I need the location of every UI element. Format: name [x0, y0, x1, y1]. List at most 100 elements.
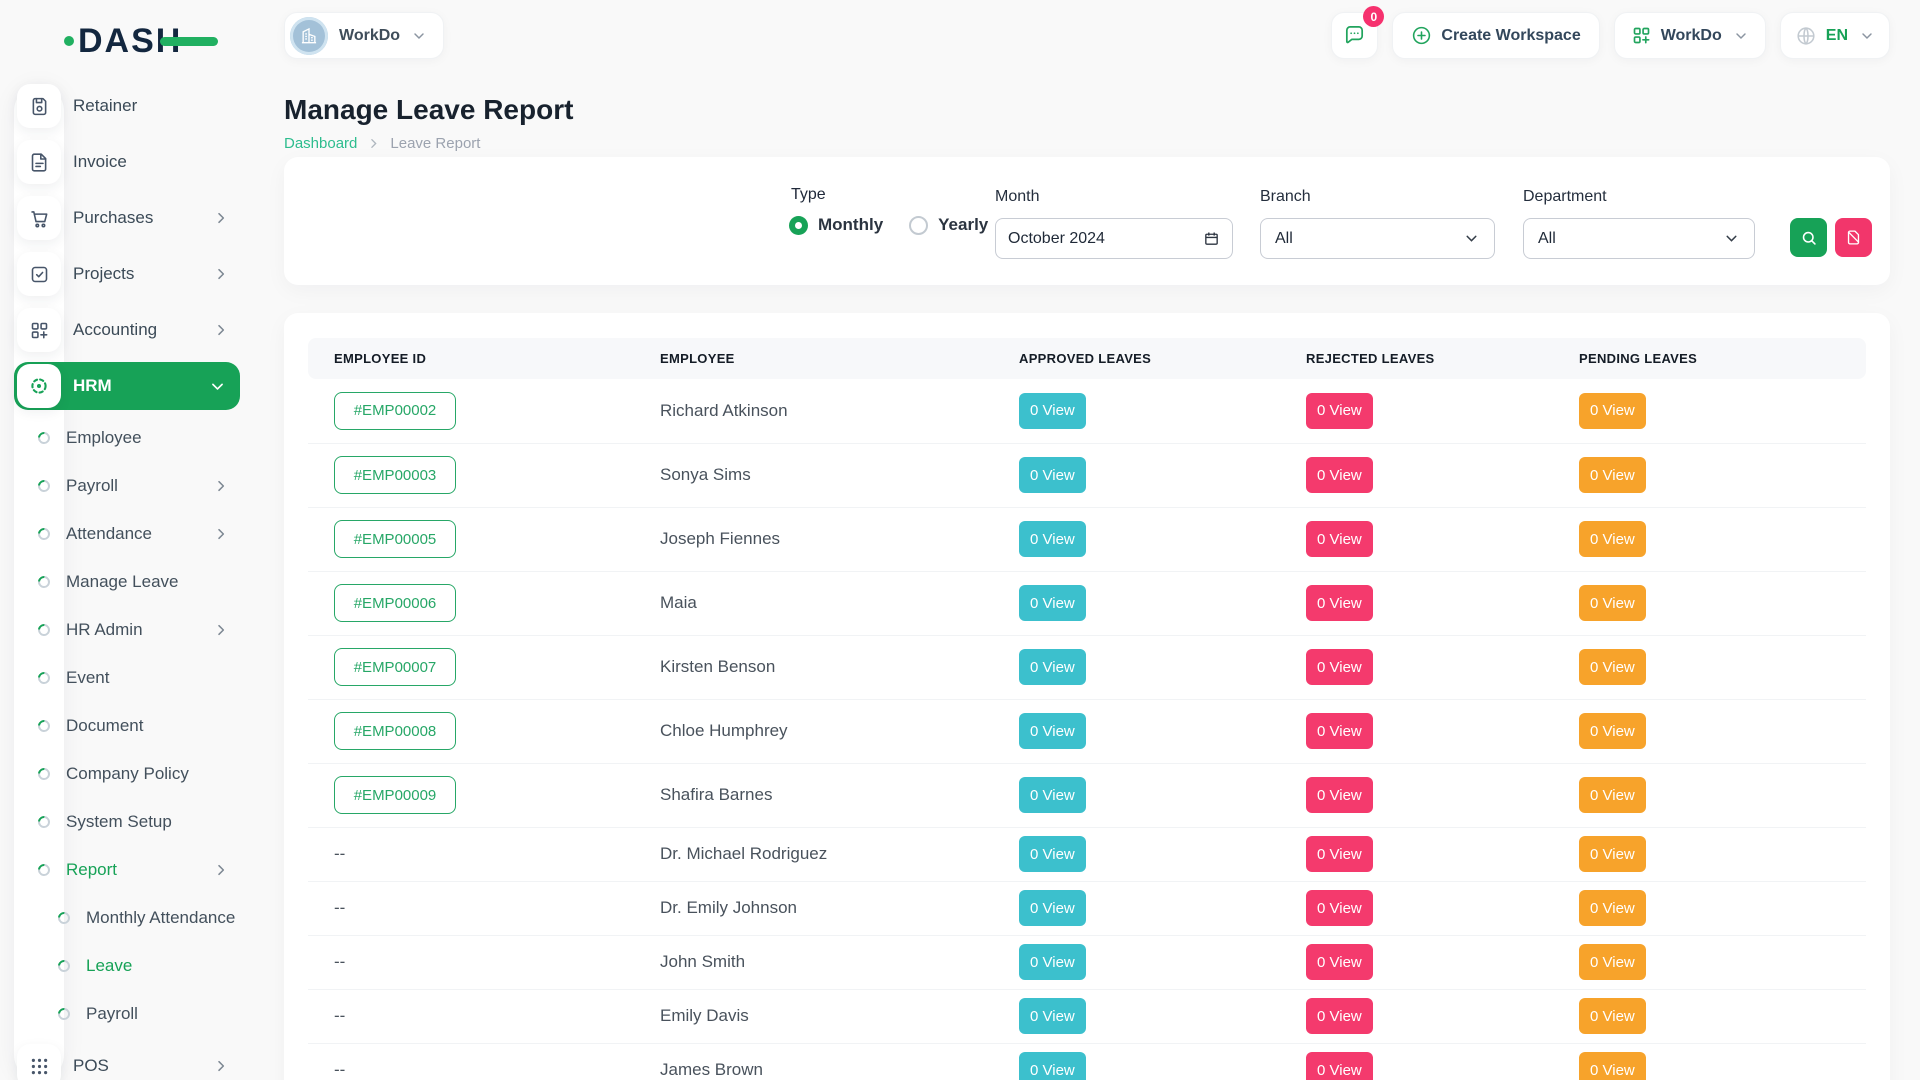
- sidebar-item-accounting[interactable]: Accounting: [0, 302, 255, 358]
- table-row: #EMP00008 Chloe Humphrey 0 View 0 View 0 Vie…: [308, 698, 1866, 763]
- messages-button[interactable]: 0: [1331, 6, 1385, 59]
- sidebar-item-pos[interactable]: POS: [0, 1038, 255, 1080]
- pending-leaves-view-badge[interactable]: 0 View: [1579, 649, 1646, 685]
- bullet-icon: [35, 669, 53, 687]
- rejected-leaves-view-badge[interactable]: 0 View: [1306, 649, 1373, 685]
- pending-leaves-view-badge[interactable]: 0 View: [1579, 521, 1646, 557]
- month-date-input[interactable]: October 2024: [995, 218, 1233, 259]
- rejected-leaves-view-badge[interactable]: 0 View: [1306, 713, 1373, 749]
- sidebar-item-payroll[interactable]: Payroll: [0, 462, 255, 510]
- workspace-selector[interactable]: WorkDo: [284, 12, 445, 59]
- sidebar-item-payroll[interactable]: Payroll: [0, 990, 255, 1038]
- sidebar-item-label: Payroll: [86, 1004, 138, 1023]
- pending-leaves-view-badge[interactable]: 0 View: [1579, 713, 1646, 749]
- workdo-menu-button[interactable]: WorkDo: [1613, 12, 1766, 59]
- sidebar-item-employee[interactable]: Employee: [0, 414, 255, 462]
- sidebar-item-report[interactable]: Report: [0, 846, 255, 894]
- sidebar-item-monthly-attendance[interactable]: Monthly Attendance: [0, 894, 255, 942]
- rejected-leaves-view-badge[interactable]: 0 View: [1306, 521, 1373, 557]
- rejected-leaves-view-badge[interactable]: 0 View: [1306, 836, 1373, 872]
- sidebar-item-retainer[interactable]: Retainer: [0, 78, 255, 134]
- dash-logo[interactable]: DASH: [64, 20, 218, 62]
- create-workspace-label: Create Workspace: [1441, 26, 1581, 44]
- breadcrumb-dashboard-link[interactable]: Dashboard: [284, 135, 358, 152]
- employee-name: Kirsten Benson: [660, 657, 776, 676]
- sidebar-item-leave[interactable]: Leave: [0, 942, 255, 990]
- table-row: -- John Smith 0 View 0 View 0 View: [308, 934, 1866, 989]
- bullet-icon: [35, 477, 53, 495]
- employee-id-chip[interactable]: #EMP00008: [334, 712, 456, 750]
- sidebar-item-attendance[interactable]: Attendance: [0, 510, 255, 558]
- sidebar-item-purchases[interactable]: Purchases: [0, 190, 255, 246]
- workspace-label: WorkDo: [339, 26, 401, 44]
- chevron-down-icon: [1463, 230, 1480, 247]
- approved-leaves-view-badge[interactable]: 0 View: [1019, 713, 1086, 749]
- approved-leaves-view-badge[interactable]: 0 View: [1019, 944, 1086, 980]
- employee-id-chip[interactable]: #EMP00002: [334, 391, 456, 430]
- sidebar-item-company-policy[interactable]: Company Policy: [0, 750, 255, 798]
- chevron-down-icon: [411, 28, 427, 44]
- yearly-radio[interactable]: [909, 215, 929, 235]
- approved-leaves-view-badge[interactable]: 0 View: [1019, 521, 1086, 557]
- rejected-leaves-view-badge[interactable]: 0 View: [1306, 998, 1373, 1034]
- sidebar-item-manage-leave[interactable]: Manage Leave: [0, 558, 255, 606]
- rejected-leaves-view-badge[interactable]: 0 View: [1306, 890, 1373, 926]
- leave-report-table-card: EMPLOYEE ID EMPLOYEE APPROVED LEAVES REJ…: [284, 313, 1890, 1080]
- approved-leaves-view-badge[interactable]: 0 View: [1019, 1052, 1086, 1080]
- search-button[interactable]: [1790, 218, 1827, 257]
- reset-button[interactable]: [1835, 218, 1872, 257]
- employee-id-chip[interactable]: #EMP00005: [334, 520, 456, 558]
- create-workspace-button[interactable]: Create Workspace: [1392, 12, 1600, 59]
- retainer-icon: [17, 84, 61, 128]
- rejected-leaves-view-badge[interactable]: 0 View: [1306, 585, 1373, 621]
- employee-id-chip[interactable]: #EMP00003: [334, 456, 456, 494]
- approved-leaves-view-badge[interactable]: 0 View: [1019, 649, 1086, 685]
- pending-leaves-view-badge[interactable]: 0 View: [1579, 890, 1646, 926]
- department-select[interactable]: All: [1523, 218, 1755, 259]
- sidebar-item-projects[interactable]: Projects: [0, 246, 255, 302]
- yearly-radio-label: Yearly: [938, 215, 989, 234]
- chevron-down-icon: [1859, 28, 1875, 44]
- approved-leaves-view-badge[interactable]: 0 View: [1019, 457, 1086, 493]
- monthly-radio[interactable]: [789, 215, 808, 235]
- sidebar-item-event[interactable]: Event: [0, 654, 255, 702]
- branch-filter-label: Branch: [1260, 188, 1311, 205]
- bullet-icon: [35, 573, 53, 591]
- rejected-leaves-view-badge[interactable]: 0 View: [1306, 777, 1373, 813]
- employee-id-chip[interactable]: #EMP00007: [334, 648, 456, 686]
- pending-leaves-view-badge[interactable]: 0 View: [1579, 585, 1646, 621]
- rejected-leaves-view-badge[interactable]: 0 View: [1306, 1052, 1373, 1080]
- approved-leaves-view-badge[interactable]: 0 View: [1019, 836, 1086, 872]
- approved-leaves-view-badge[interactable]: 0 View: [1019, 392, 1086, 429]
- sidebar-item-label: Attendance: [66, 524, 153, 543]
- pending-leaves-view-badge[interactable]: 0 View: [1579, 836, 1646, 872]
- approved-leaves-view-badge[interactable]: 0 View: [1019, 585, 1086, 621]
- employee-id-chip[interactable]: #EMP00006: [334, 584, 456, 622]
- table-row: -- Dr. Michael Rodriguez 0 View 0 View 0 Vie…: [308, 826, 1866, 881]
- pending-leaves-view-badge[interactable]: 0 View: [1579, 392, 1646, 429]
- calendar-icon[interactable]: [1203, 230, 1220, 247]
- approved-leaves-view-badge[interactable]: 0 View: [1019, 777, 1086, 813]
- pending-leaves-view-badge[interactable]: 0 View: [1579, 998, 1646, 1034]
- pending-leaves-view-badge[interactable]: 0 View: [1579, 457, 1646, 493]
- pending-leaves-view-badge[interactable]: 0 View: [1579, 1052, 1646, 1080]
- approved-leaves-view-badge[interactable]: 0 View: [1019, 890, 1086, 926]
- language-selector[interactable]: EN: [1779, 12, 1890, 59]
- branch-select[interactable]: All: [1260, 218, 1495, 259]
- rejected-leaves-view-badge[interactable]: 0 View: [1306, 944, 1373, 980]
- pending-leaves-view-badge[interactable]: 0 View: [1579, 944, 1646, 980]
- employee-id-chip[interactable]: #EMP00009: [334, 776, 456, 814]
- employee-name: Maia: [660, 593, 697, 612]
- rejected-leaves-view-badge[interactable]: 0 View: [1306, 392, 1373, 429]
- sidebar-item-invoice[interactable]: Invoice: [0, 134, 255, 190]
- sidebar-item-hrm[interactable]: HRM: [14, 362, 240, 410]
- chevron-right-icon: [213, 862, 229, 878]
- sidebar-item-system-setup[interactable]: System Setup: [0, 798, 255, 846]
- sidebar-item-label: Retainer: [73, 96, 138, 115]
- pending-leaves-view-badge[interactable]: 0 View: [1579, 777, 1646, 813]
- rejected-leaves-view-badge[interactable]: 0 View: [1306, 457, 1373, 493]
- approved-leaves-view-badge[interactable]: 0 View: [1019, 998, 1086, 1034]
- sidebar-item-document[interactable]: Document: [0, 702, 255, 750]
- sidebar-item-hr-admin[interactable]: HR Admin: [0, 606, 255, 654]
- employee-name: Dr. Michael Rodriguez: [660, 844, 828, 863]
